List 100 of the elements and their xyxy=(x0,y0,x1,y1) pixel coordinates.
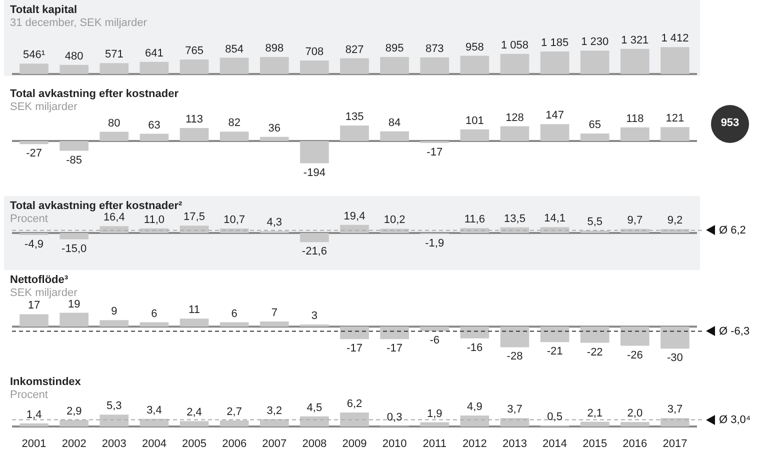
data-label: 17 xyxy=(28,300,40,312)
bar xyxy=(140,134,169,141)
x-tick-label: 2005 xyxy=(182,438,207,449)
data-label: 147 xyxy=(546,110,564,122)
data-label: -194 xyxy=(303,166,326,179)
bar xyxy=(100,132,129,141)
data-label: 480 xyxy=(64,50,84,62)
bar xyxy=(580,134,610,141)
bar xyxy=(100,226,129,233)
x-tick-label: 2002 xyxy=(62,438,86,449)
bar xyxy=(60,312,89,327)
bar xyxy=(60,64,89,74)
data-label: -26 xyxy=(626,349,643,362)
data-label: 641 xyxy=(145,47,164,60)
data-label: 571 xyxy=(104,48,124,61)
data-label: 4,5 xyxy=(306,402,322,414)
bar xyxy=(620,127,650,141)
ref-line-label: Ø 6,2 xyxy=(719,224,746,236)
x-tick-label: 2016 xyxy=(622,438,648,449)
bar xyxy=(100,320,129,327)
bar xyxy=(300,60,329,74)
data-label: 84 xyxy=(388,116,401,129)
chart-title: Total avkastning efter kostnader² xyxy=(10,200,182,212)
bar xyxy=(340,224,369,233)
ref-line-label: Ø -6,3 xyxy=(719,325,750,338)
chart-subtitle: 31 december, SEK miljarder xyxy=(10,17,147,29)
data-label: -21,6 xyxy=(302,246,327,258)
data-label: 958 xyxy=(465,41,484,54)
bar xyxy=(500,126,530,141)
data-label: 1 321 xyxy=(621,34,649,46)
chart-subtitle: Procent xyxy=(10,389,48,401)
bar xyxy=(460,129,490,141)
data-label: 128 xyxy=(506,112,524,124)
bar xyxy=(420,422,450,426)
bar xyxy=(380,326,409,340)
chart-subtitle: SEK miljarder xyxy=(10,287,78,299)
bar xyxy=(180,128,209,141)
text: 953 xyxy=(720,117,740,129)
data-label: -16 xyxy=(466,342,483,354)
bar xyxy=(420,57,450,74)
data-label: 14,1 xyxy=(544,212,566,225)
data-label: 1 230 xyxy=(581,36,609,48)
bar xyxy=(220,420,249,426)
bar xyxy=(100,63,129,74)
data-label: 2,9 xyxy=(66,406,82,418)
data-label: 101 xyxy=(465,114,484,127)
data-label: 63 xyxy=(148,119,160,132)
bar xyxy=(260,136,289,141)
data-label: -27 xyxy=(26,148,42,160)
data-label: 13,5 xyxy=(504,212,526,225)
x-tick-label: 2012 xyxy=(462,438,487,449)
x-tick-label: 2003 xyxy=(102,438,126,449)
bar xyxy=(20,314,48,327)
bar xyxy=(580,50,610,74)
bar xyxy=(300,324,329,327)
x-tick-label: 2004 xyxy=(142,438,166,449)
data-label: 9 xyxy=(111,306,118,318)
bar xyxy=(340,125,369,141)
data-label: 873 xyxy=(425,42,444,55)
x-tick-label: 2014 xyxy=(542,438,568,449)
bar xyxy=(300,233,329,242)
data-label: -17 xyxy=(346,342,362,355)
data-label: 6 xyxy=(231,308,238,320)
x-tick-label: 2013 xyxy=(502,438,527,449)
data-label: -85 xyxy=(66,154,82,166)
bar xyxy=(540,326,570,342)
bar xyxy=(660,326,690,349)
bar xyxy=(260,322,289,327)
chart-title: Nettoflöde³ xyxy=(10,274,68,286)
chart-title: Totalt kapital xyxy=(10,4,78,16)
data-label: 11,0 xyxy=(144,214,165,226)
data-label: 1 412 xyxy=(661,32,689,45)
data-label: 3 xyxy=(311,310,318,322)
bar xyxy=(340,326,369,340)
bar xyxy=(540,51,570,74)
bar xyxy=(60,420,89,426)
data-label: 708 xyxy=(305,46,324,58)
data-label: 1 185 xyxy=(541,37,569,50)
data-label: 11,6 xyxy=(464,214,485,226)
bar xyxy=(540,227,570,233)
data-label: 80 xyxy=(108,117,120,130)
data-label: 19 xyxy=(68,298,80,310)
bar xyxy=(540,124,570,141)
x-tick-label: 2009 xyxy=(342,438,367,449)
data-label: 2,0 xyxy=(627,408,643,420)
data-label: -17 xyxy=(426,146,443,158)
data-label: 3,7 xyxy=(667,404,683,416)
data-label: 16,4 xyxy=(103,212,125,224)
data-label: 3,4 xyxy=(146,404,162,416)
data-label: -4,9 xyxy=(24,238,44,251)
bar xyxy=(460,326,490,338)
bar xyxy=(60,233,89,240)
data-label: 10,2 xyxy=(384,214,406,226)
data-label: -6 xyxy=(430,334,440,347)
x-tick-label: 2015 xyxy=(582,438,608,449)
data-label: 0,3 xyxy=(386,411,402,424)
data-label: -30 xyxy=(667,352,683,364)
data-label: 11 xyxy=(188,304,200,316)
bar xyxy=(220,58,249,74)
data-label: 9,2 xyxy=(667,214,683,227)
